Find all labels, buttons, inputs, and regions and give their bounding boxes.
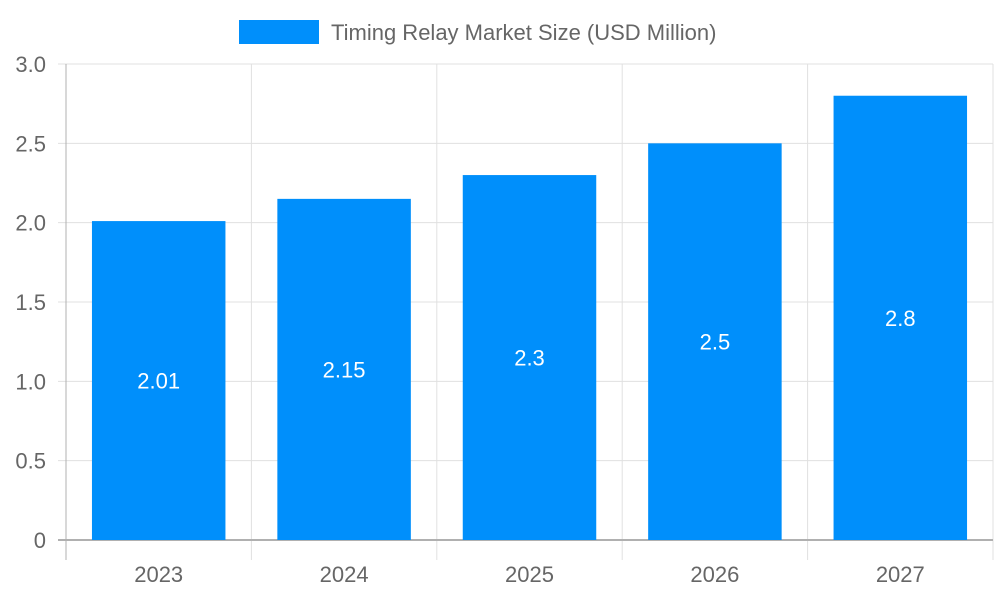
bar-value-label: 2.15	[323, 357, 366, 382]
x-tick-label: 2025	[505, 562, 554, 587]
bar-value-label: 2.3	[514, 346, 545, 371]
x-tick-label: 2026	[690, 562, 739, 587]
y-tick-label: 2.5	[15, 131, 46, 156]
y-tick-label: 3.0	[15, 52, 46, 77]
bar-2025[interactable]	[462, 175, 597, 541]
x-tick-label: 2024	[320, 562, 369, 587]
bar-2024[interactable]	[277, 198, 411, 540]
x-tick-label: 2023	[134, 562, 183, 587]
y-tick-label: 0.5	[15, 449, 46, 474]
bar-2026[interactable]	[648, 143, 782, 541]
legend-swatch	[239, 20, 319, 44]
bar-value-label: 2.8	[885, 306, 916, 331]
x-tick-label: 2027	[876, 562, 925, 587]
bar-value-label: 2.5	[700, 330, 731, 355]
y-tick-label: 1.0	[15, 369, 46, 394]
y-tick-label: 1.5	[15, 290, 46, 315]
y-tick-label: 2.0	[15, 211, 46, 236]
y-tick-label: 0	[34, 528, 46, 553]
bars: 2.01 2.15 2.3 2.5 2.8	[91, 95, 968, 541]
bar-2027[interactable]	[833, 95, 968, 540]
bar-2023[interactable]	[91, 221, 226, 540]
legend[interactable]: Timing Relay Market Size (USD Million)	[239, 20, 716, 45]
bar-value-label: 2.01	[137, 369, 180, 394]
legend-label: Timing Relay Market Size (USD Million)	[331, 20, 716, 45]
